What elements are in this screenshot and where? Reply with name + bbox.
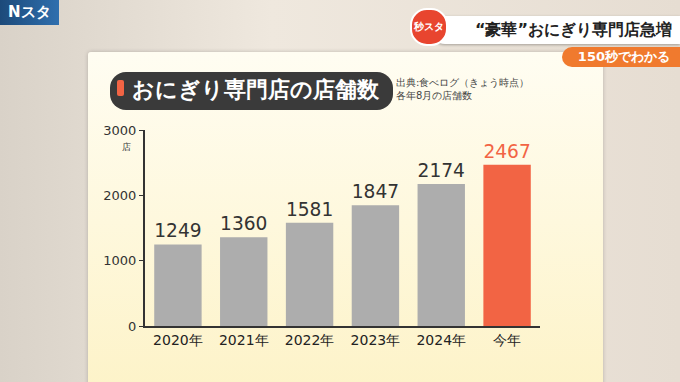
svg-text:0: 0 [128, 319, 136, 334]
svg-text:2021年: 2021年 [219, 332, 269, 348]
svg-text:1581: 1581 [286, 199, 333, 220]
html-text:おにぎり専門店の店舗数: おにぎり専門店の店舗数 [132, 77, 379, 102]
html-text:150秒でわかる: 150秒でわかる [577, 49, 670, 64]
svg-text:2022年: 2022年 [285, 332, 335, 348]
svg-text:3000: 3000 [103, 123, 136, 138]
html-text:出典:食べログ（きょう時点）: 出典:食べログ（きょう時点） [396, 77, 530, 88]
svg-text:1847: 1847 [352, 181, 399, 202]
svg-text:2467: 2467 [483, 141, 530, 162]
svg-text:1249: 1249 [154, 220, 201, 241]
svg-text:2024年: 2024年 [416, 332, 466, 348]
svg-text:店: 店 [122, 142, 131, 152]
svg-text:2000: 2000 [103, 188, 136, 203]
html-text:“豪華”おにぎり専門店急増: “豪華”おにぎり専門店急増 [475, 20, 672, 39]
svg-text:2020年: 2020年 [153, 332, 203, 348]
svg-text:今年: 今年 [493, 332, 521, 348]
html-text:Nスタ: Nスタ [8, 3, 51, 21]
html-text:秒スタ: 秒スタ [414, 21, 444, 32]
svg-text:1000: 1000 [103, 253, 136, 268]
svg-text:2023年: 2023年 [351, 332, 401, 348]
svg-text:1360: 1360 [220, 213, 267, 234]
svg-text:2174: 2174 [418, 160, 465, 181]
html-text:各年8月の店舗数: 各年8月の店舗数 [396, 90, 473, 101]
